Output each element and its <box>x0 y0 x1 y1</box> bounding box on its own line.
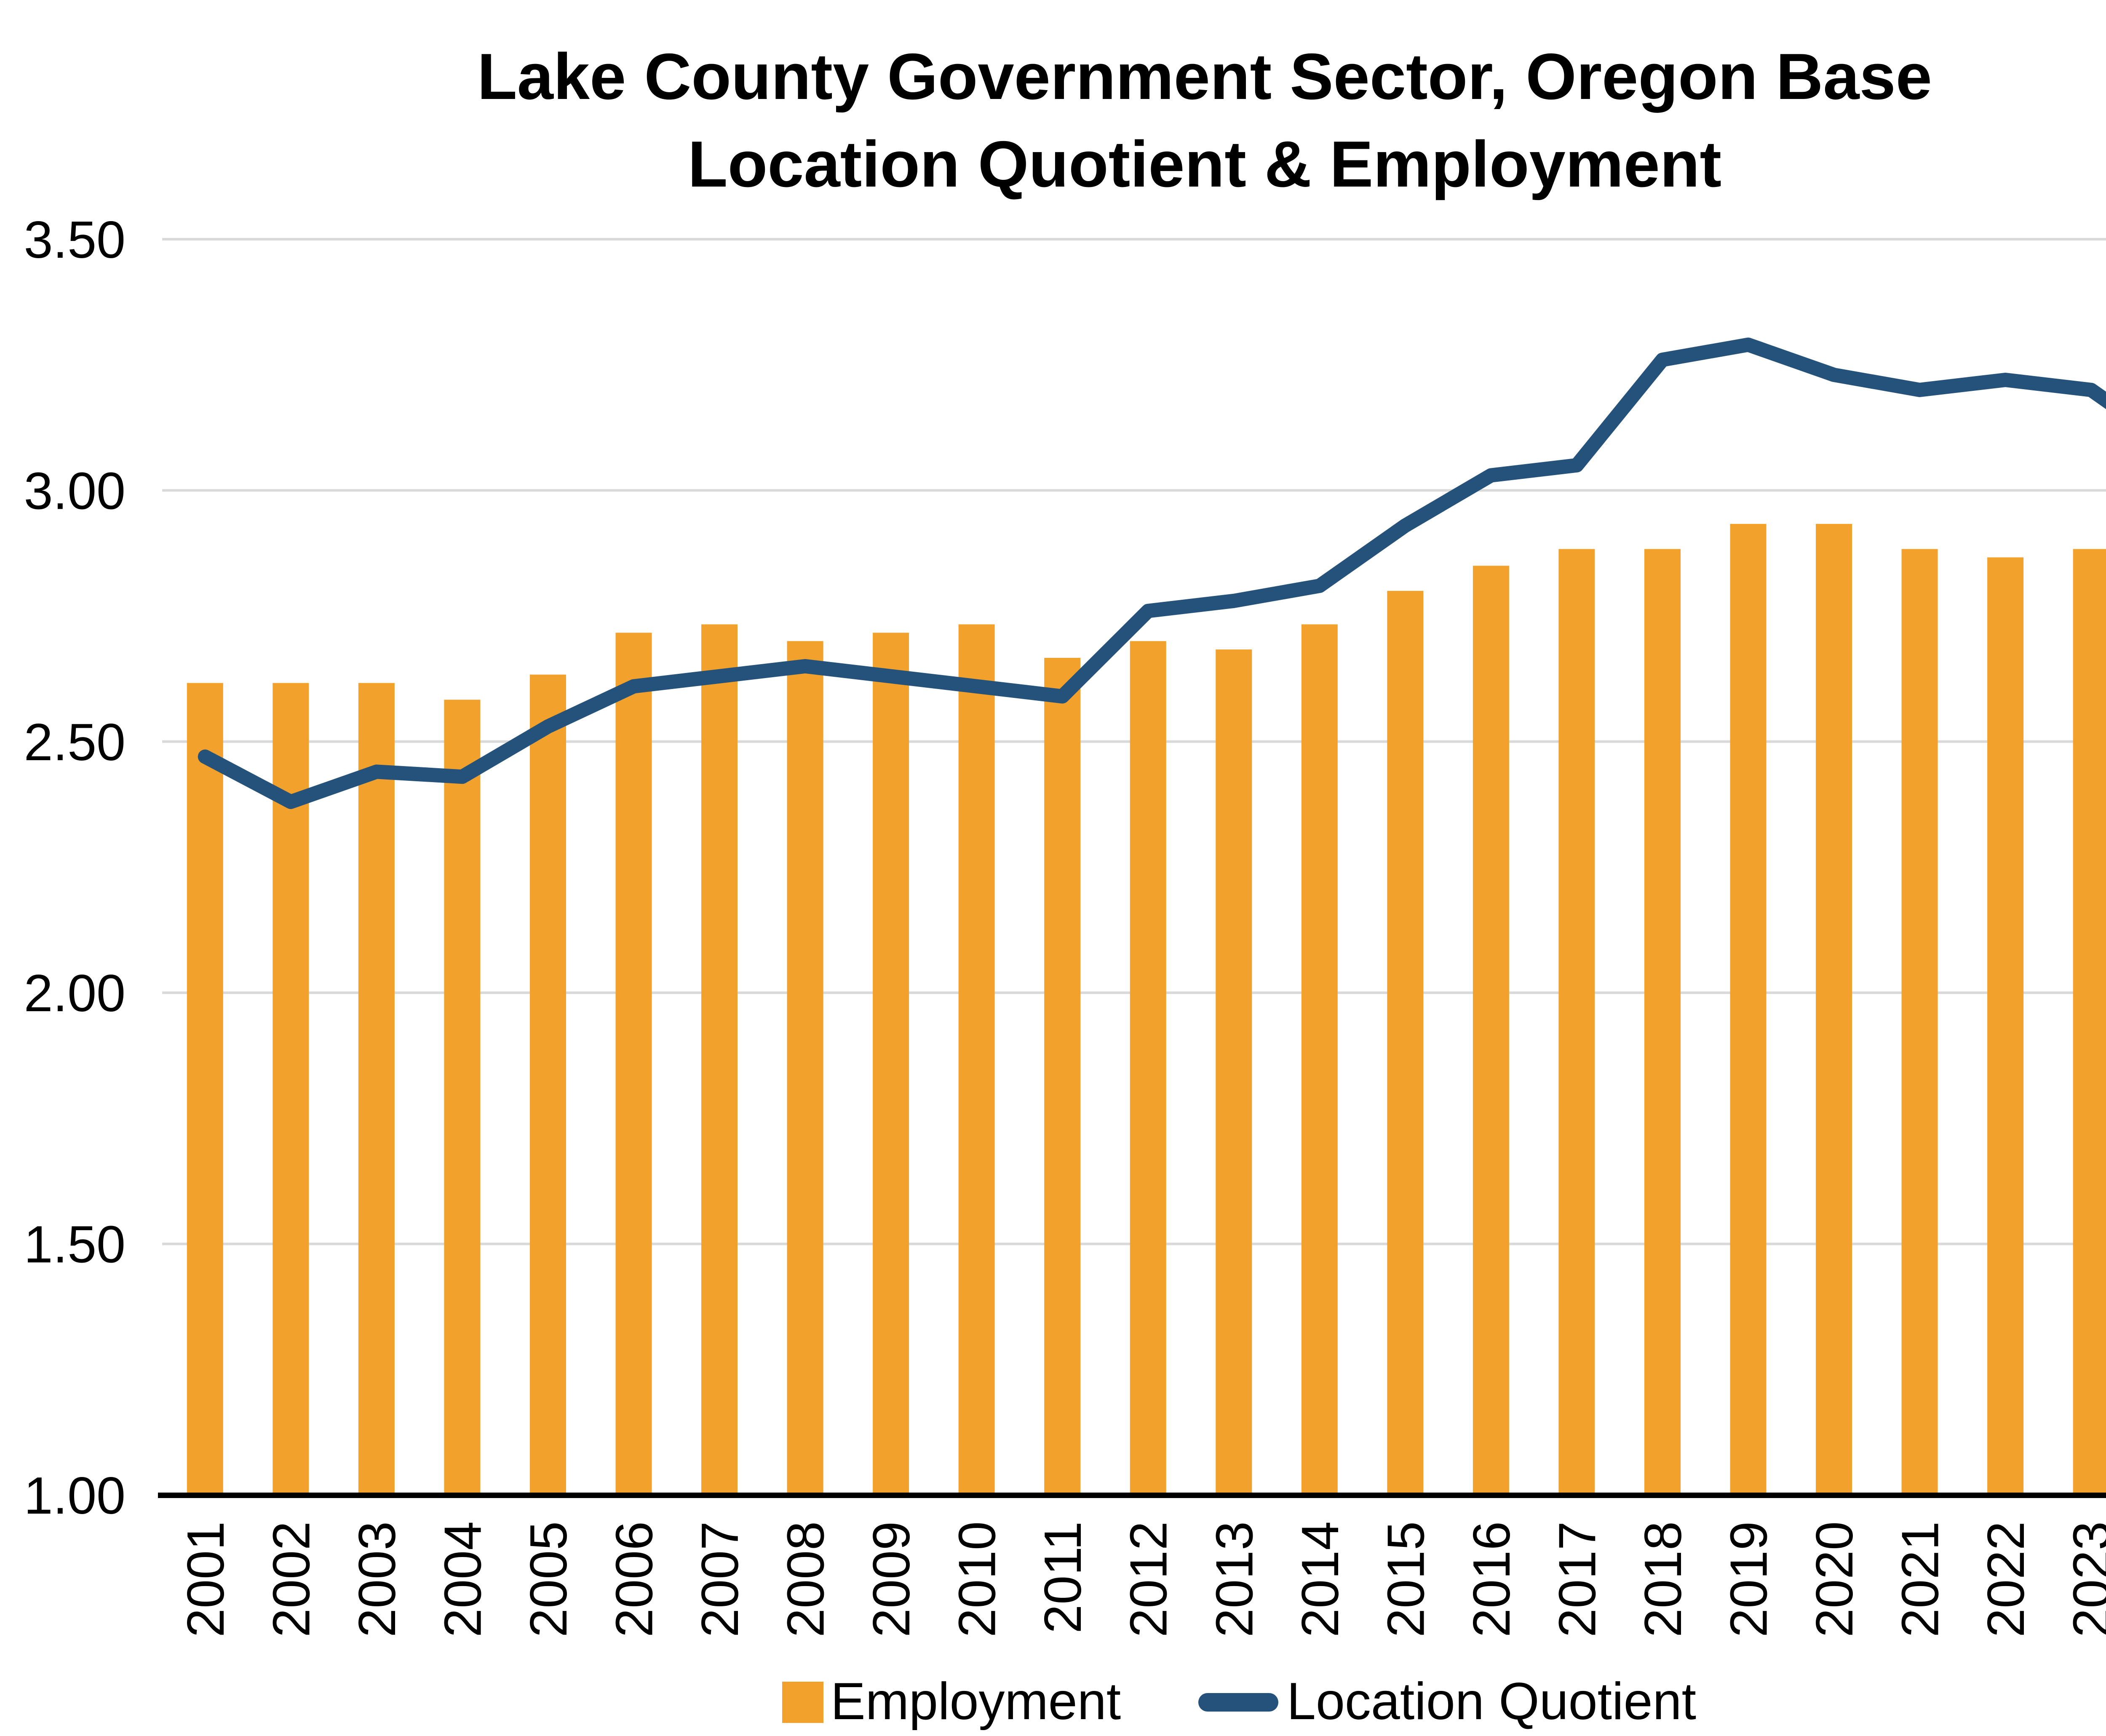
employment-bar-2015 <box>1387 590 1424 1495</box>
employment-bar-2019 <box>1730 523 1767 1496</box>
employment-bars <box>187 523 2106 1496</box>
x-axis-label-2016: 2016 <box>1463 1521 1521 1637</box>
x-axis-label-2009: 2009 <box>863 1521 921 1637</box>
x-axis-label-2020: 2020 <box>1806 1521 1864 1637</box>
employment-bar-2020 <box>1816 523 1852 1496</box>
x-axis-label-2007: 2007 <box>691 1521 749 1637</box>
employment-bar-2004 <box>444 700 481 1495</box>
x-axis-label-2013: 2013 <box>1205 1521 1264 1637</box>
legend-employment-label: Employment <box>831 1672 1121 1731</box>
x-axis-label-2023: 2023 <box>2063 1521 2106 1637</box>
chart-title-line2: Location Quotient & Employment <box>688 128 1721 200</box>
x-axis-label-2001: 2001 <box>177 1521 235 1637</box>
location-quotient-line <box>198 337 2106 809</box>
employment-bar-2008 <box>787 641 823 1495</box>
employment-bar-2023 <box>2073 549 2106 1495</box>
employment-bar-2017 <box>1558 549 1595 1495</box>
employment-bar-2002 <box>273 683 309 1495</box>
left-axis-tick-label: 1.50 <box>24 1216 126 1274</box>
x-axis-line <box>158 1493 2106 1498</box>
left-axis-tick-labels: 3.50 3.00 2.50 2.00 1.50 1.00 <box>24 211 126 1525</box>
employment-bar-2011 <box>1044 658 1081 1495</box>
gridline <box>162 238 2106 240</box>
x-axis-label-2002: 2002 <box>262 1521 321 1637</box>
legend-location-quotient-swatch <box>1198 1693 1278 1712</box>
location-quotient-polyline <box>198 337 2106 809</box>
legend: Employment Location Quotient <box>782 1672 1696 1731</box>
x-axis-label-2004: 2004 <box>434 1521 492 1637</box>
legend-employment-swatch <box>782 1682 823 1723</box>
x-axis-label-2021: 2021 <box>1892 1521 1950 1637</box>
x-axis-label-2011: 2011 <box>1034 1521 1092 1634</box>
x-axis-label-2012: 2012 <box>1120 1521 1178 1637</box>
x-axis-label-2014: 2014 <box>1291 1521 1350 1637</box>
employment-bar-2022 <box>1987 557 2024 1495</box>
employment-bar-2014 <box>1301 624 1338 1495</box>
x-axis-label-2015: 2015 <box>1377 1521 1435 1637</box>
employment-bar-2009 <box>873 633 909 1495</box>
x-axis-label-2017: 2017 <box>1548 1521 1606 1637</box>
x-axis-label-2019: 2019 <box>1720 1521 1778 1637</box>
employment-bar-2013 <box>1216 649 1252 1495</box>
x-axis-year-labels: 2001 2002 2003 2004 2005 2006 2007 2008 2009 2010… <box>177 1521 2106 1637</box>
x-axis-label-2018: 2018 <box>1634 1521 1692 1637</box>
x-axis-label-2010: 2010 <box>949 1521 1007 1637</box>
left-axis-tick-label: 3.00 <box>24 462 126 520</box>
x-axis-baseline <box>158 1493 2106 1498</box>
employment-bar-2021 <box>1901 549 1938 1495</box>
left-axis-tick-label: 2.00 <box>24 964 126 1023</box>
employment-bar-2001 <box>187 683 223 1495</box>
employment-bar-2012 <box>1130 641 1166 1495</box>
x-axis-label-2006: 2006 <box>605 1521 663 1637</box>
x-axis-label-2003: 2003 <box>348 1521 406 1637</box>
left-axis-tick-label: 3.50 <box>24 211 126 269</box>
employment-bar-2018 <box>1644 549 1681 1495</box>
chart-title-line1: Lake County Government Sector, Oregon Ba… <box>477 40 1932 113</box>
gridline <box>162 489 2106 492</box>
employment-bar-2005 <box>529 674 566 1495</box>
left-axis-tick-label: 1.00 <box>24 1467 126 1525</box>
employment-bar-2010 <box>958 624 995 1495</box>
x-axis-label-2008: 2008 <box>777 1521 835 1637</box>
employment-bar-2006 <box>615 633 652 1495</box>
employment-bar-2016 <box>1473 566 1509 1496</box>
employment-bar-2003 <box>358 683 395 1495</box>
legend-location-quotient-label: Location Quotient <box>1287 1672 1696 1731</box>
x-axis-label-2022: 2022 <box>1977 1521 2035 1637</box>
x-axis-label-2005: 2005 <box>520 1521 578 1637</box>
left-axis-tick-label: 2.50 <box>24 713 126 772</box>
employment-bar-2007 <box>701 624 738 1495</box>
